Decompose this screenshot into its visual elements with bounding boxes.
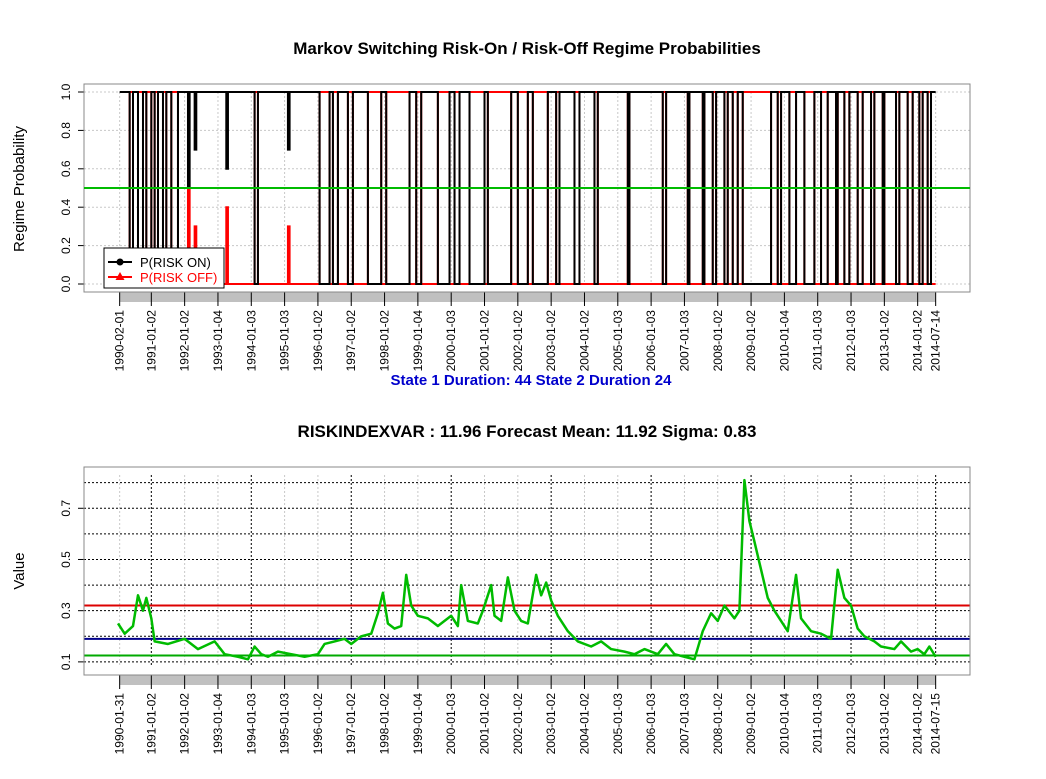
- x-tick-label: 1996-01-02: [311, 310, 325, 372]
- x-tick-label: 2013-01-02: [877, 310, 891, 372]
- x-tick-label: 1993-01-04: [211, 310, 225, 372]
- x-tick-label: 2012-01-03: [844, 310, 858, 372]
- x-tick-label: 1990-02-01: [113, 310, 127, 372]
- legend-box: [103, 247, 225, 289]
- chart1-y-axis: 0.0 0.2 0.4 0.6 0.8 1.0: [59, 83, 84, 292]
- chart2-reference-lines: [84, 604, 970, 657]
- chart1-x-axis: 1990-02-01 1991-01-02 1992-01-02 1993-01-04…: [113, 292, 943, 371]
- x-tick-label: 2005-01-03: [611, 693, 625, 755]
- x-tick-label: 2014-01-02: [911, 693, 925, 755]
- x-tick-label: 1993-01-04: [211, 693, 225, 755]
- x-tick-label: 2002-01-02: [511, 693, 525, 755]
- chart2-x-axis: 1990-01-31 1991-01-02 1992-01-02 1993-01-04…: [113, 675, 943, 754]
- x-tick-label: 2007-01-03: [677, 693, 691, 755]
- x-tick-label: 1995-01-03: [278, 693, 292, 755]
- legend-risk-on-marker: [116, 258, 124, 266]
- x-tick-label: 1998-01-02: [378, 693, 392, 755]
- x-tick-label: 2006-01-03: [644, 310, 658, 372]
- risk-index-chart: RISKINDEXVAR : 11.96 Forecast Mean: 11.9…: [11, 422, 971, 754]
- x-tick-label: 1990-01-31: [113, 693, 127, 755]
- x-tick-label: 2000-01-03: [444, 310, 458, 372]
- x-tick-label: 1998-01-02: [378, 310, 392, 372]
- x-tick-label: 1997-01-02: [344, 693, 358, 755]
- x-tick-label: 2014-07-14: [929, 310, 943, 372]
- x-tick-label: 2004-01-02: [577, 693, 591, 755]
- x-tick-label: 1999-01-04: [411, 310, 425, 372]
- chart2-plot-frame: [83, 466, 971, 676]
- x-tick-label: 2002-01-02: [511, 310, 525, 372]
- chart1-legend: P(RISK ON) P(RISK OFF): [103, 247, 225, 289]
- legend-risk-off-marker: [115, 272, 125, 280]
- x-tick-label: 2003-01-02: [544, 310, 558, 372]
- y-tick-label: 0.8: [59, 122, 73, 139]
- y-tick-label: 0.1: [59, 653, 73, 670]
- y-tick-label: 0.4: [59, 199, 73, 216]
- x-tick-label: 2006-01-03: [644, 693, 658, 755]
- chart2-ylabel: Value: [11, 552, 28, 589]
- x-tick-label: 1991-01-02: [144, 693, 158, 755]
- chart1-title: Markov Switching Risk-On / Risk-Off Regi…: [293, 39, 761, 58]
- chart2-grid: [84, 475, 970, 667]
- regime-probability-chart: Markov Switching Risk-On / Risk-Off Regi…: [11, 39, 971, 389]
- x-tick-label: 2008-01-02: [711, 693, 725, 755]
- x-tick-label: 2009-01-02: [744, 693, 758, 755]
- x-tick-label: 2011-01-03: [811, 693, 825, 754]
- x-tick-label: 2013-01-02: [877, 693, 891, 755]
- x-tick-label: 2008-01-02: [711, 310, 725, 372]
- x-tick-label: 2011-01-03: [811, 310, 825, 371]
- x-tick-label: 1995-01-03: [278, 310, 292, 372]
- x-axis-band: [119, 292, 936, 302]
- x-tick-label: 1994-01-03: [244, 693, 258, 755]
- x-tick-label: 2014-01-02: [911, 310, 925, 372]
- chart1-ylabel: Regime Probability: [11, 126, 28, 252]
- x-tick-label: 1992-01-02: [178, 310, 192, 372]
- x-tick-label: 2000-01-03: [444, 693, 458, 755]
- y-tick-label: 0.2: [59, 237, 73, 254]
- x-tick-label: 2010-01-04: [777, 693, 791, 755]
- duration-annotation: State 1 Duration: 44 State 2 Duration 24: [391, 372, 673, 389]
- y-tick-label: 1.0: [59, 83, 73, 100]
- x-tick-label: 2007-01-03: [677, 310, 691, 372]
- legend-risk-on-label: P(RISK ON): [140, 255, 211, 270]
- legend-risk-off-label: P(RISK OFF): [140, 270, 217, 285]
- x-tick-label: 2003-01-02: [544, 693, 558, 755]
- x-tick-label: 2012-01-03: [844, 693, 858, 755]
- x-axis-band: [119, 675, 936, 685]
- x-tick-label: 1997-01-02: [344, 310, 358, 372]
- chart2-title: RISKINDEXVAR : 11.96 Forecast Mean: 11.9…: [298, 422, 757, 441]
- x-tick-label: 1994-01-03: [244, 310, 258, 372]
- x-tick-label: 2005-01-03: [611, 310, 625, 372]
- chart2-series: [116, 478, 937, 661]
- chart1-series: [119, 91, 936, 285]
- x-tick-label: 1991-01-02: [144, 310, 158, 372]
- y-tick-label: 0.3: [59, 602, 73, 619]
- y-tick-label: 0.5: [59, 551, 73, 568]
- x-tick-label: 1999-01-04: [411, 693, 425, 755]
- risk-on-probability-line: [119, 91, 936, 285]
- x-tick-label: 2001-01-02: [478, 310, 492, 372]
- risk-off-probability-line: [119, 91, 936, 285]
- chart2-y-axis: 0.1 0.3 0.5 0.7: [59, 500, 84, 670]
- x-tick-label: 2014-07-15: [929, 693, 943, 755]
- y-tick-label: 0.0: [59, 275, 73, 292]
- x-tick-label: 2004-01-02: [577, 310, 591, 372]
- x-tick-label: 2010-01-04: [777, 310, 791, 372]
- x-tick-label: 1996-01-02: [311, 693, 325, 755]
- risk-index-line: [116, 478, 937, 661]
- x-tick-label: 2009-01-02: [744, 310, 758, 372]
- y-tick-label: 0.7: [59, 500, 73, 517]
- y-tick-label: 0.6: [59, 160, 73, 177]
- x-tick-label: 1992-01-02: [178, 693, 192, 755]
- x-tick-label: 2001-01-02: [478, 693, 492, 755]
